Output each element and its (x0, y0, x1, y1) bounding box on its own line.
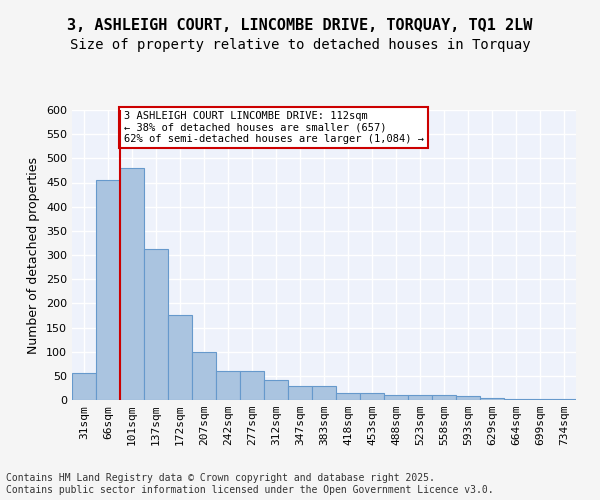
Bar (552, 398, 576, 400)
Bar (360, 393, 384, 400)
Bar (336, 393, 360, 400)
Bar (528, 399, 552, 400)
Text: 3 ASHLEIGH COURT LINCOMBE DRIVE: 112sqm
← 38% of detached houses are smaller (65: 3 ASHLEIGH COURT LINCOMBE DRIVE: 112sqm … (124, 111, 424, 144)
Bar (240, 371, 264, 400)
Bar (192, 352, 216, 400)
Bar (480, 398, 504, 400)
Text: 3, ASHLEIGH COURT, LINCOMBE DRIVE, TORQUAY, TQ1 2LW: 3, ASHLEIGH COURT, LINCOMBE DRIVE, TORQU… (67, 18, 533, 32)
Bar (120, 168, 144, 400)
Bar (384, 395, 408, 400)
Bar (312, 386, 336, 400)
Text: Contains HM Land Registry data © Crown copyright and database right 2025.
Contai: Contains HM Land Registry data © Crown c… (6, 474, 494, 495)
Bar (456, 396, 480, 400)
Y-axis label: Number of detached properties: Number of detached properties (28, 156, 40, 354)
Bar (96, 180, 120, 400)
Text: Size of property relative to detached houses in Torquay: Size of property relative to detached ho… (70, 38, 530, 52)
Bar (408, 395, 432, 400)
Bar (288, 386, 312, 400)
Bar (72, 374, 96, 400)
Bar (144, 248, 168, 400)
Bar (216, 371, 240, 400)
Bar (504, 398, 528, 400)
Bar (264, 380, 288, 400)
Bar (168, 316, 192, 400)
Bar (432, 395, 456, 400)
